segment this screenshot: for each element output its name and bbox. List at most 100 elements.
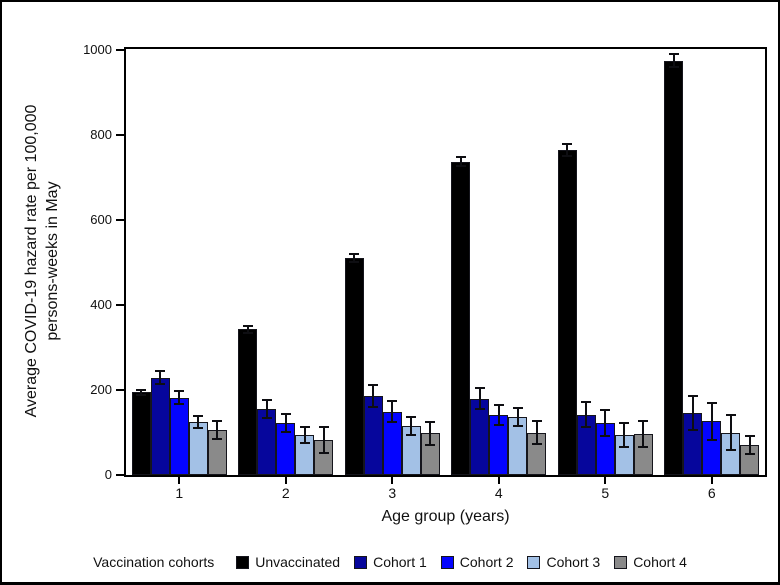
legend-swatch-cohort-3 [527, 555, 541, 569]
legend-swatch-cohort-4 [614, 555, 628, 569]
x-tick-label: 1 [175, 485, 184, 501]
error-bar-cap [318, 425, 329, 428]
error-bar-cap [368, 406, 379, 409]
x-tick-label: 5 [601, 485, 610, 501]
x-tick-mark [178, 477, 181, 484]
error-bar-cap [668, 66, 679, 69]
error-bar [140, 389, 143, 395]
error-bar-cap [687, 394, 698, 397]
error-bar-cap [318, 452, 329, 455]
error-bar [429, 421, 432, 445]
legend-entry: Cohort 2 [440, 554, 513, 570]
error-bar-cap [136, 393, 147, 396]
error-bar-cap [531, 442, 542, 445]
error-bar-cap [212, 420, 223, 423]
error-bar-cap [193, 414, 204, 417]
legend-entry: Unvaccinated [236, 554, 340, 570]
error-bar-cap [280, 430, 291, 433]
x-tick-mark [710, 477, 713, 484]
error-bar-cap [493, 403, 504, 406]
legend-label: Cohort 1 [373, 554, 427, 570]
error-bar [353, 254, 356, 263]
error-bar-cap [600, 434, 611, 437]
error-bar-cap [406, 415, 417, 418]
error-bar-cap [687, 428, 698, 431]
error-bar [604, 410, 607, 436]
error-bar-cap [725, 448, 736, 451]
error-bar-cap [280, 412, 291, 415]
error-bar [159, 371, 162, 385]
error-bar [391, 401, 394, 423]
error-bar [216, 421, 219, 439]
legend-entry: Cohort 1 [354, 554, 427, 570]
error-bar-cap [531, 420, 542, 423]
error-bar [265, 399, 268, 419]
bar [131, 392, 151, 475]
x-tick-label: 4 [494, 485, 503, 501]
error-bar [566, 143, 569, 157]
legend-entry: Cohort 4 [614, 554, 687, 570]
x-tick-mark [604, 477, 607, 484]
bar [150, 377, 170, 475]
error-bar-cap [512, 425, 523, 428]
legend-swatch-unvaccinated [236, 555, 250, 569]
y-tick-mark [116, 474, 124, 476]
error-bar [672, 53, 675, 68]
error-bar-cap [581, 400, 592, 403]
error-bar [691, 395, 694, 430]
error-bar [322, 426, 325, 454]
plot-area [124, 47, 767, 477]
error-bar-cap [425, 443, 436, 446]
y-tick-mark [116, 219, 124, 221]
error-bar-cap [619, 421, 630, 424]
error-bar-cap [212, 437, 223, 440]
bar [664, 60, 684, 475]
error-bar-cap [474, 407, 485, 410]
error-bar-cap [349, 261, 360, 264]
bar [470, 398, 490, 475]
error-bar-cap [406, 434, 417, 437]
x-tick-mark [391, 477, 394, 484]
bar [238, 329, 258, 475]
error-bar-cap [581, 426, 592, 429]
error-bar-cap [668, 52, 679, 55]
error-bar-cap [706, 402, 717, 405]
error-bar-cap [155, 370, 166, 373]
error-bar-cap [744, 452, 755, 455]
error-bar-cap [261, 417, 272, 420]
legend-swatch-cohort-2 [440, 555, 454, 569]
error-bar-cap [455, 156, 466, 159]
y-tick-label: 200 [90, 382, 112, 397]
error-bar-cap [174, 390, 185, 393]
y-tick-mark [116, 389, 124, 391]
y-tick-label: 1000 [83, 42, 112, 57]
x-tick-label: 3 [388, 485, 397, 501]
legend-entry: Cohort 3 [527, 554, 600, 570]
error-bar [459, 157, 462, 167]
error-bar [729, 415, 732, 450]
legend-label: Cohort 4 [633, 554, 687, 570]
legend-label: Cohort 3 [546, 554, 601, 570]
error-bar-cap [706, 438, 717, 441]
error-bar-cap [193, 426, 204, 429]
y-tick-mark [116, 49, 124, 51]
error-bar [710, 403, 713, 440]
error-bar [197, 415, 200, 428]
error-bar [246, 325, 249, 333]
x-tick-label: 2 [281, 485, 290, 501]
bar [557, 149, 577, 475]
error-bar-cap [155, 383, 166, 386]
error-bar-cap [242, 331, 253, 334]
error-bar [748, 435, 751, 454]
y-tick-label: 0 [104, 467, 112, 482]
error-bar [516, 408, 519, 427]
bar [451, 161, 471, 475]
error-bar-cap [474, 387, 485, 390]
legend-swatch-cohort-1 [354, 555, 368, 569]
error-bar [535, 421, 538, 444]
y-axis-title: Average COVID-19 hazard rate per 100,000… [23, 104, 61, 418]
error-bar-cap [638, 420, 649, 423]
error-bar-cap [299, 425, 310, 428]
y-tick-label: 800 [90, 127, 112, 142]
